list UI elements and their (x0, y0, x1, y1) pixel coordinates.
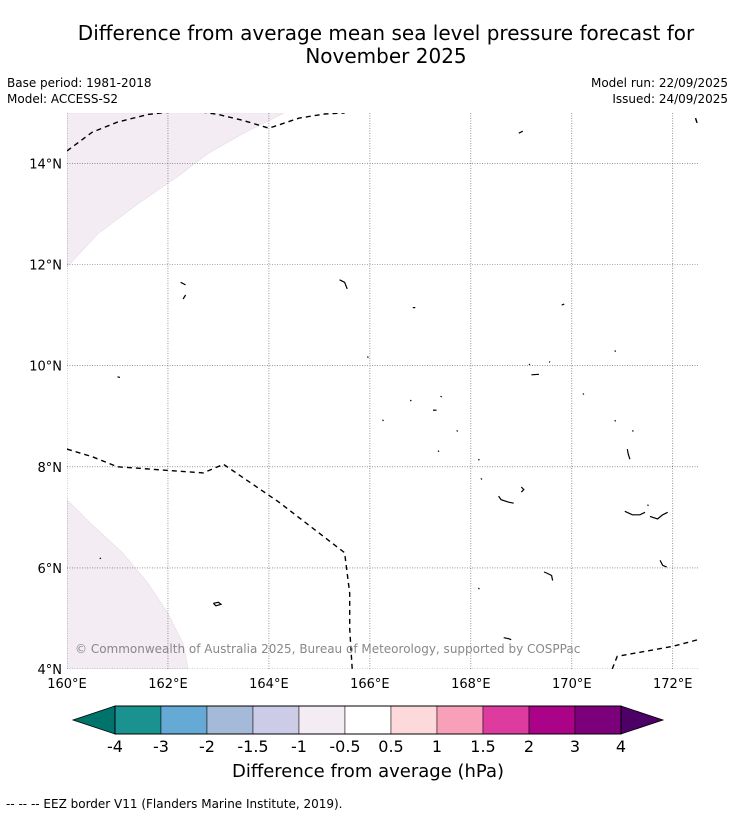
island-coastline (99, 557, 102, 560)
island-coastline (659, 560, 667, 568)
island-coastline (498, 495, 514, 504)
colorbar-tick-label: 4 (616, 737, 626, 756)
island-coastline (647, 504, 649, 507)
colorbar-bin (574, 705, 622, 735)
colorbar-over-arrow (620, 705, 665, 735)
eez-border (611, 639, 698, 669)
title-line-1: Difference from average mean sea level p… (77, 21, 695, 45)
eez-border (67, 113, 345, 152)
colorbar-under-arrow (71, 705, 116, 735)
island-coastline (614, 350, 617, 353)
lon-tick-label: 170°E (552, 677, 592, 692)
island-coastline (212, 601, 223, 607)
island-coastline (624, 510, 646, 516)
eez-footnote: -- -- -- EEZ border V11 (Flanders Marine… (6, 797, 343, 811)
island-coastline (477, 458, 480, 461)
island-coastline (456, 429, 459, 432)
colorbar-tick-label: -1 (291, 737, 307, 756)
island-coastline (503, 637, 512, 641)
island-coastline (548, 361, 551, 363)
lat-tick-label: 10°N (29, 360, 62, 375)
map-plot-area (67, 113, 698, 669)
island-coastline (631, 429, 634, 432)
eez-border (67, 448, 353, 669)
colorbar: -4 -3 -2 -1.5 -1 -0.5 0.5 1 1.5 2 3 4 (71, 705, 665, 756)
island-coastline (382, 419, 384, 422)
map-frame (67, 113, 698, 669)
island-coastline (409, 399, 412, 402)
island-coastline (477, 587, 480, 590)
lon-tick-label: 172°E (653, 677, 693, 692)
colorbar-title: Difference from average (hPa) (231, 761, 505, 782)
island-coastline (614, 419, 617, 422)
colorbar-bin (114, 705, 162, 735)
model-name: Model: ACCESS-S2 (7, 92, 119, 106)
colorbar-tick-label: -4 (107, 737, 123, 756)
colorbar-bin (344, 705, 392, 735)
colorbar-bin (298, 705, 346, 735)
issued-date: Issued: 24/09/2025 (612, 92, 728, 106)
colorbar-bin (390, 705, 438, 735)
island-coastline (440, 395, 443, 398)
colorbar-outline (114, 705, 622, 735)
lat-tick-label: 4°N (38, 663, 63, 678)
copyright-notice: © Commonwealth of Australia 2025, Bureau… (75, 642, 580, 656)
island-coastline (528, 363, 531, 366)
title-line-2: November 2025 (305, 44, 467, 68)
colorbar-tick-label: 0.5 (378, 737, 403, 756)
meta-right: Model run: 22/09/2025 Issued: 24/09/2025 (591, 75, 728, 107)
island-coastline (366, 356, 369, 359)
colorbar-tick-label: -1.5 (237, 737, 268, 756)
colorbar-tick-label: -0.5 (329, 737, 360, 756)
island-coastline (543, 571, 554, 581)
lon-tick-label: 160°E (47, 677, 87, 692)
island-coastline (626, 448, 631, 460)
island-coastline (649, 511, 668, 520)
island-coastline (582, 393, 585, 395)
island-coastline (339, 279, 348, 290)
island-coastline (520, 486, 525, 493)
colorbar-tick-label: -3 (153, 737, 169, 756)
island-coastline (437, 450, 440, 453)
island-coastline (480, 477, 483, 480)
lon-tick-label: 164°E (249, 677, 289, 692)
colorbar-tick-label: -2 (199, 737, 215, 756)
colorbar-tick-label: 3 (570, 737, 580, 756)
lon-tick-label: 168°E (451, 677, 491, 692)
colorbar-bin (436, 705, 484, 735)
colorbar-bin (528, 705, 576, 735)
chart-title: Difference from average mean sea level p… (38, 22, 734, 68)
base-period: Base period: 1981-2018 (7, 76, 152, 90)
island-coastline (531, 373, 540, 376)
colorbar-bin (160, 705, 208, 735)
lat-tick-label: 6°N (38, 562, 63, 577)
lon-tick-label: 166°E (350, 677, 390, 692)
lat-tick-label: 12°N (29, 259, 62, 274)
island-coastline (561, 303, 565, 306)
lat-tick-label: 8°N (38, 461, 63, 476)
island-coastline (180, 281, 186, 286)
island-coastline (518, 130, 524, 134)
lat-tick-label: 14°N (29, 158, 62, 173)
eez-border (694, 117, 698, 126)
model-run: Model run: 22/09/2025 (590, 76, 728, 90)
island-coastline (117, 376, 121, 378)
colorbar-tick-label: 2 (524, 737, 534, 756)
colorbar-bin (206, 705, 254, 735)
anomaly-region-north-west (67, 113, 285, 268)
colorbar-bin (252, 705, 300, 735)
lon-tick-label: 162°E (148, 677, 188, 692)
colorbar-bin (482, 705, 530, 735)
colorbar-tick-label: 1.5 (470, 737, 495, 756)
colorbar-tick-label: 1 (432, 737, 442, 756)
meta-left: Base period: 1981-2018 Model: ACCESS-S2 (7, 75, 152, 107)
island-coastline (182, 294, 187, 300)
